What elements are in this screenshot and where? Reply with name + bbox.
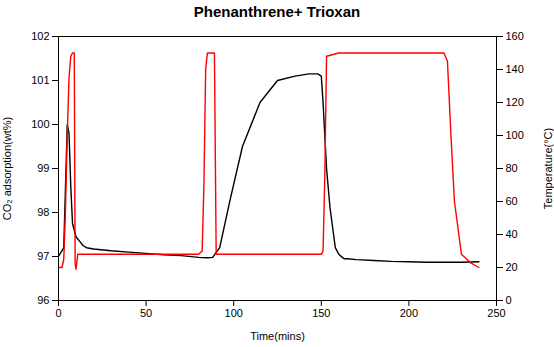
svg-text:99: 99 [37, 162, 49, 174]
html-text:Phenanthrene+ Trioxan: Phenanthrene+ Trioxan [193, 3, 361, 20]
svg-text:60: 60 [506, 195, 518, 207]
svg-text:98: 98 [37, 206, 49, 218]
svg-text:97: 97 [37, 250, 49, 262]
svg-text:250: 250 [487, 307, 505, 319]
svg-text:50: 50 [140, 307, 152, 319]
svg-text:Time(mins): Time(mins) [250, 330, 305, 342]
svg-text:100: 100 [31, 118, 49, 130]
svg-text:160: 160 [506, 30, 524, 42]
svg-text:96: 96 [37, 294, 49, 306]
svg-text:20: 20 [506, 261, 518, 273]
svg-text:40: 40 [506, 228, 518, 240]
svg-text:150: 150 [312, 307, 330, 319]
svg-text:102: 102 [31, 30, 49, 42]
svg-text:0: 0 [55, 307, 61, 319]
svg-text:Temperature(°C): Temperature(°C) [542, 128, 554, 209]
svg-text:0: 0 [506, 294, 512, 306]
svg-text:100: 100 [506, 129, 524, 141]
svg-text:200: 200 [400, 307, 418, 319]
svg-text:100: 100 [225, 307, 243, 319]
svg-text:140: 140 [506, 63, 524, 75]
svg-text:120: 120 [506, 96, 524, 108]
svg-text:80: 80 [506, 162, 518, 174]
svg-text:101: 101 [31, 74, 49, 86]
svg-text:CO₂ adsorption(wt%): CO₂ adsorption(wt%) [1, 117, 13, 220]
